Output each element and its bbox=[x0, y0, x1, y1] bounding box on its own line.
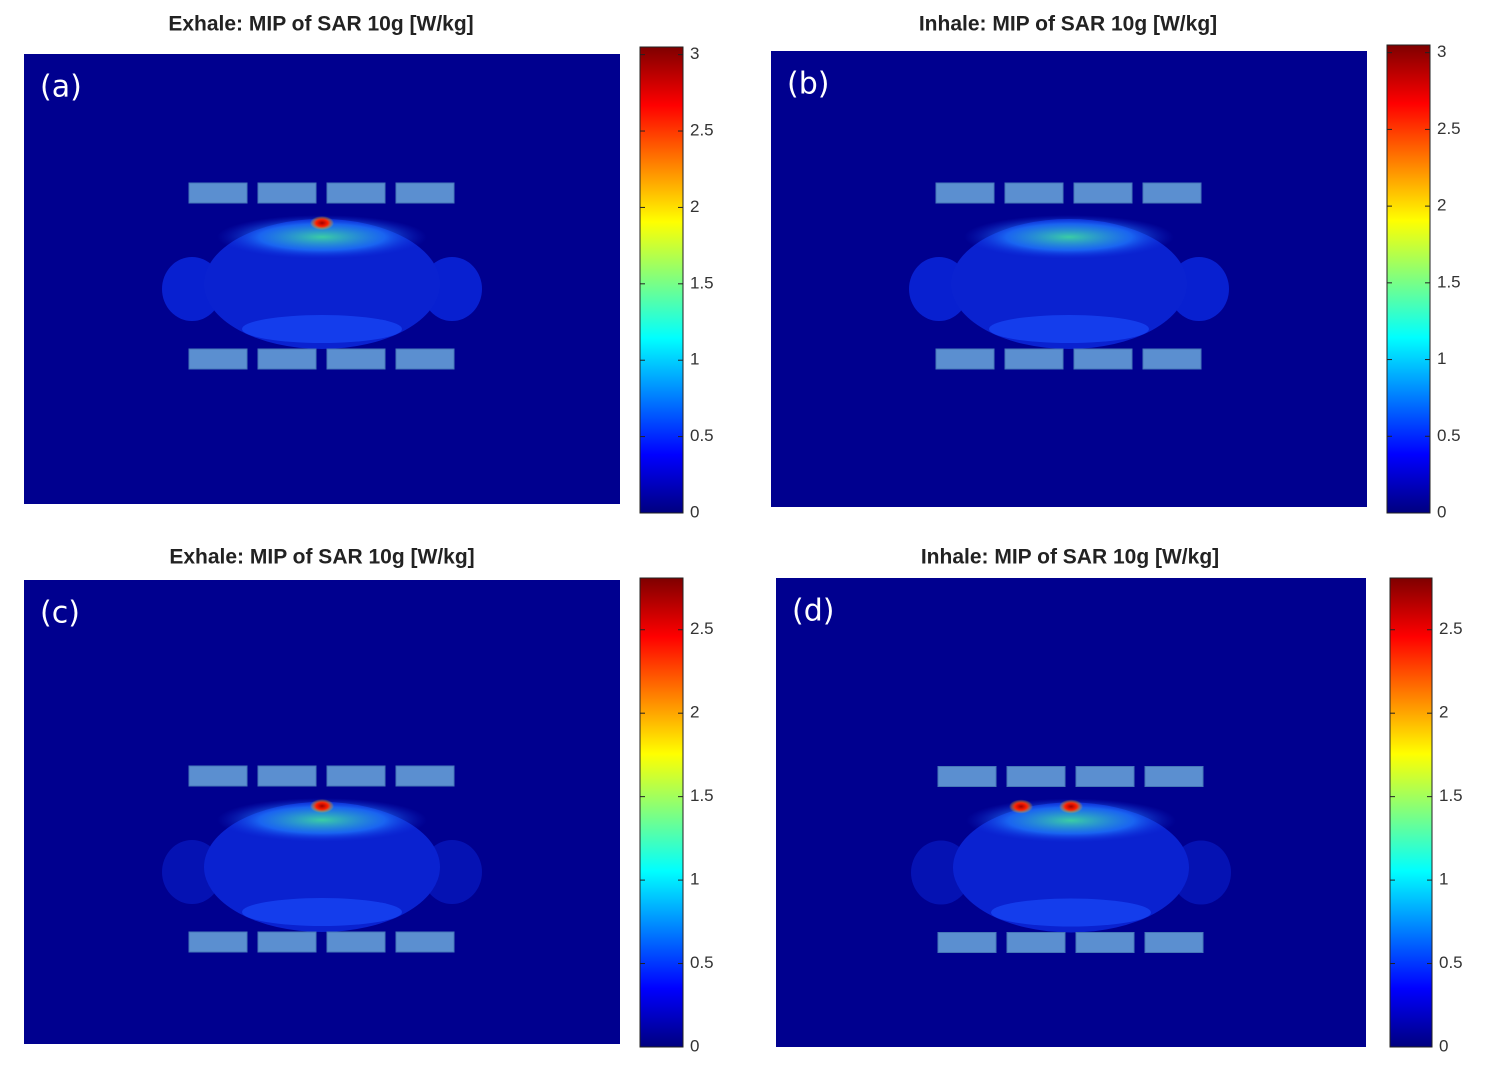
body-lower bbox=[989, 315, 1149, 343]
colorbar-tick-label: 1.5 bbox=[690, 786, 714, 805]
colorbar-tick-label: 1.5 bbox=[1437, 272, 1461, 291]
coil-element bbox=[395, 182, 455, 204]
colorbar-tick-label: 1.5 bbox=[1439, 786, 1463, 805]
coil-element bbox=[1144, 932, 1204, 953]
colorbar-tick-label: 2.5 bbox=[1437, 119, 1461, 138]
colorbar-tick-label: 0 bbox=[690, 1036, 699, 1055]
hot-spot bbox=[310, 216, 334, 230]
coil-element bbox=[1144, 766, 1204, 787]
colorbar-tick-label: 2.5 bbox=[690, 619, 714, 638]
colorbar-tick-label: 2 bbox=[1437, 196, 1446, 215]
coil-element bbox=[937, 766, 997, 787]
body-lower bbox=[991, 898, 1151, 927]
panel-label: (a) bbox=[40, 70, 82, 105]
coil-element bbox=[1006, 932, 1066, 953]
colorbar-tick-label: 0 bbox=[1439, 1036, 1448, 1055]
colorbar-tick-label: 0.5 bbox=[690, 426, 714, 445]
coil-element bbox=[1073, 348, 1133, 370]
colorbar-tick-label: 1 bbox=[690, 870, 699, 889]
colorbar-tick-label: 0.5 bbox=[1439, 953, 1463, 972]
coil-element bbox=[395, 931, 455, 953]
coil-element bbox=[326, 931, 386, 953]
colorbar bbox=[1389, 577, 1433, 1048]
body-lower bbox=[242, 898, 402, 926]
colorbar-tick-label: 1 bbox=[1437, 349, 1446, 368]
colorbar-tick-label: 0.5 bbox=[690, 953, 714, 972]
body-band bbox=[217, 215, 427, 259]
coil-element bbox=[395, 348, 455, 370]
coil-element bbox=[1004, 348, 1064, 370]
colorbar-tick-label: 2.5 bbox=[1439, 619, 1463, 638]
hot-spot bbox=[310, 799, 334, 813]
panel-title: Inhale: MIP of SAR 10g [W/kg] bbox=[919, 13, 1217, 36]
body-lower bbox=[242, 315, 402, 343]
coil-element bbox=[326, 182, 386, 204]
coil-element bbox=[935, 348, 995, 370]
colorbar-tick-label: 2 bbox=[690, 703, 699, 722]
panel-title: Exhale: MIP of SAR 10g [W/kg] bbox=[168, 13, 473, 36]
coil-element bbox=[188, 765, 248, 787]
coil-element bbox=[257, 348, 317, 370]
coil-element bbox=[188, 182, 248, 204]
hot-spot bbox=[1009, 799, 1033, 814]
coil-element bbox=[1006, 766, 1066, 787]
colorbar-tick-label: 2 bbox=[1439, 703, 1448, 722]
colorbar-tick-label: 1 bbox=[1439, 870, 1448, 889]
colorbar bbox=[1386, 44, 1431, 514]
body-band bbox=[217, 798, 427, 842]
colorbar-tick-label: 0 bbox=[1437, 502, 1446, 521]
coil-element bbox=[326, 348, 386, 370]
panel-title: Exhale: MIP of SAR 10g [W/kg] bbox=[169, 546, 474, 569]
colorbar-tick-label: 1 bbox=[690, 350, 699, 369]
hot-spot bbox=[1059, 799, 1083, 814]
colorbar-tick-label: 0 bbox=[690, 502, 699, 521]
coil-element bbox=[1142, 182, 1202, 204]
panel-label: (d) bbox=[792, 594, 834, 629]
coil-element bbox=[257, 182, 317, 204]
panel-title: Inhale: MIP of SAR 10g [W/kg] bbox=[921, 546, 1219, 569]
coil-element bbox=[1004, 182, 1064, 204]
coil-element bbox=[326, 765, 386, 787]
colorbar-tick-label: 0.5 bbox=[1437, 426, 1461, 445]
colorbar-tick-label: 3 bbox=[1437, 42, 1446, 61]
colorbar bbox=[639, 577, 684, 1048]
coil-element bbox=[1075, 932, 1135, 953]
coil-element bbox=[1073, 182, 1133, 204]
coil-element bbox=[257, 765, 317, 787]
colorbar-tick-label: 2.5 bbox=[690, 121, 714, 140]
body-band bbox=[964, 215, 1174, 259]
coil-element bbox=[188, 348, 248, 370]
coil-element bbox=[935, 182, 995, 204]
colorbar-tick-label: 2 bbox=[690, 197, 699, 216]
panel-label: (b) bbox=[787, 67, 829, 102]
coil-element bbox=[1142, 348, 1202, 370]
coil-element bbox=[937, 932, 997, 953]
panel-label: (c) bbox=[40, 596, 80, 631]
colorbar bbox=[639, 46, 684, 514]
coil-element bbox=[1075, 766, 1135, 787]
coil-element bbox=[257, 931, 317, 953]
coil-element bbox=[395, 765, 455, 787]
colorbar-tick-label: 3 bbox=[690, 44, 699, 63]
colorbar-tick-label: 1.5 bbox=[690, 273, 714, 292]
coil-element bbox=[188, 931, 248, 953]
